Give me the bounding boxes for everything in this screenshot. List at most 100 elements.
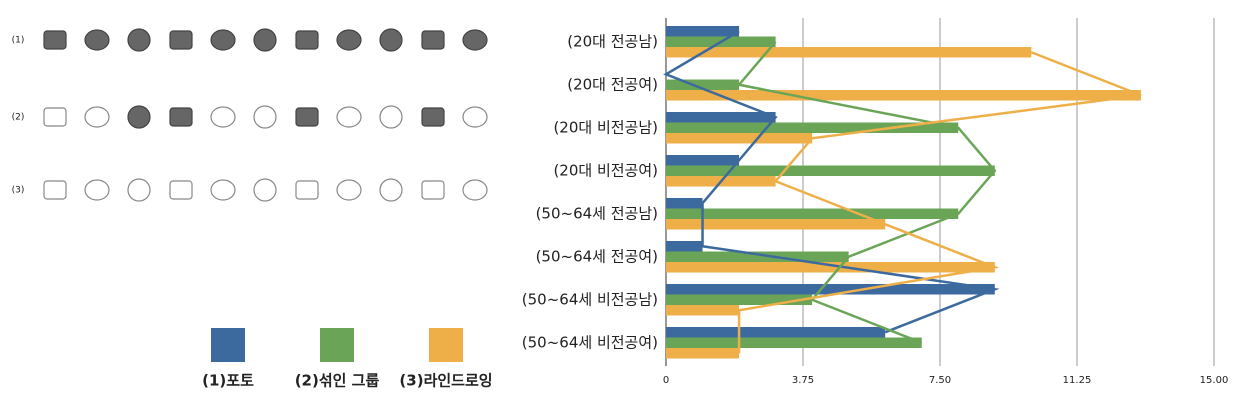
y-tick-label: (50~64세 비전공여) (522, 333, 658, 351)
icon (421, 107, 445, 127)
icon-shape (379, 28, 403, 52)
bar (666, 90, 1141, 101)
bar (666, 219, 886, 230)
icon-shape (462, 29, 488, 51)
x-tick-label: 0 (663, 375, 669, 386)
bar (666, 208, 959, 219)
icon-shape (43, 30, 67, 50)
legend-label: (2)섞인 그룹 (295, 372, 380, 390)
x-tick-label: 7.50 (929, 375, 951, 386)
icon (421, 180, 445, 200)
icon (379, 105, 403, 129)
x-tick-label: 11.25 (1063, 375, 1092, 386)
bar (666, 251, 849, 262)
y-tick-label: (20대 비전공여) (553, 161, 658, 179)
legend-swatch (320, 328, 354, 362)
legend-label: (1)포토 (202, 372, 254, 390)
icon-shape (43, 180, 67, 200)
icon (43, 180, 67, 200)
icon-shape (210, 179, 236, 201)
icon (84, 106, 110, 128)
icon-shape (127, 28, 151, 52)
icon-shape (295, 30, 319, 50)
icon-shape (253, 28, 277, 52)
bar (666, 198, 703, 209)
icon (84, 179, 110, 201)
icon (169, 107, 193, 127)
icon-shape (379, 178, 403, 202)
bar (666, 262, 995, 273)
y-tick-label: (20대 비전공남) (553, 118, 658, 136)
icon (295, 30, 319, 50)
y-tick-label: (50~64세 전공여) (536, 247, 658, 265)
icon (210, 179, 236, 201)
icon-shape (253, 105, 277, 129)
icon-shape (462, 179, 488, 201)
icon (336, 29, 362, 51)
icon-shape (84, 179, 110, 201)
bar (666, 294, 813, 305)
icon (210, 29, 236, 51)
icon (462, 179, 488, 201)
icon-shape (127, 105, 151, 129)
bar (666, 47, 1032, 58)
icon-row-label: (2) (12, 113, 25, 123)
icon (253, 28, 277, 52)
bar (666, 337, 922, 348)
icon-shape (336, 106, 362, 128)
icon (210, 106, 236, 128)
icon-shape (421, 30, 445, 50)
icon (421, 30, 445, 50)
legend-label: (3)라인드로잉 (399, 372, 492, 390)
icon-shape (462, 106, 488, 128)
bar (666, 26, 740, 37)
icon (127, 105, 151, 129)
icon-shape (210, 106, 236, 128)
legend-swatch (429, 328, 463, 362)
bar (666, 284, 995, 295)
bar (666, 327, 886, 338)
icon (43, 107, 67, 127)
series-line (663, 30, 1000, 334)
icon (127, 178, 151, 202)
bar (666, 79, 740, 90)
icon-shape (295, 180, 319, 200)
icon-shape (379, 105, 403, 129)
x-tick-label: 3.75 (792, 375, 814, 386)
y-tick-label: (50~64세 전공남) (536, 204, 658, 222)
icon-shape (84, 106, 110, 128)
bar (666, 112, 776, 123)
icon-shape (169, 30, 193, 50)
icon (127, 28, 151, 52)
icon-shape (295, 107, 319, 127)
icon-shape (421, 180, 445, 200)
bar (666, 133, 813, 144)
icon (336, 106, 362, 128)
icon-shape (127, 178, 151, 202)
x-tick-label: 15.00 (1200, 375, 1229, 386)
bar (666, 122, 959, 133)
y-tick-label: (20대 전공남) (567, 32, 658, 50)
icon-shape (253, 178, 277, 202)
icon (462, 29, 488, 51)
series-line (737, 51, 1142, 354)
icon-shape (210, 29, 236, 51)
bar (666, 241, 703, 252)
bar (666, 155, 740, 166)
icon-shape (84, 29, 110, 51)
icon (43, 30, 67, 50)
icon-shape (336, 29, 362, 51)
bar (666, 305, 740, 316)
y-tick-label: (50~64세 비전공남) (522, 290, 658, 308)
icon (84, 29, 110, 51)
icon (295, 180, 319, 200)
bar (666, 348, 740, 359)
icon (169, 30, 193, 50)
legend-swatch (211, 328, 245, 362)
bar (666, 165, 995, 176)
icon-row-label: (1) (12, 36, 25, 46)
icon (169, 180, 193, 200)
icon (253, 178, 277, 202)
icon-shape (336, 179, 362, 201)
